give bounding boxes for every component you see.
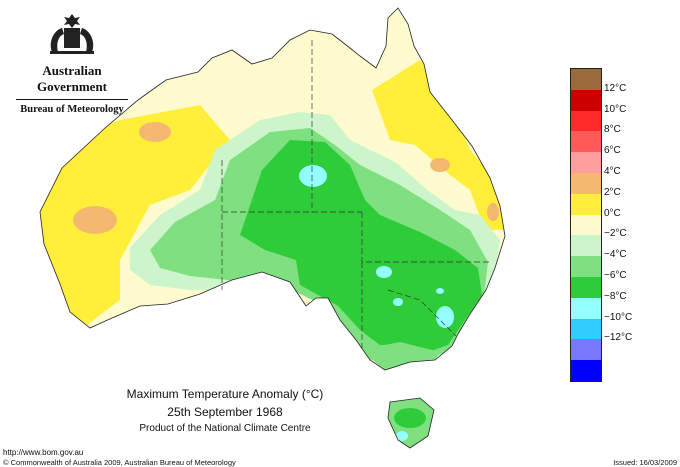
legend-swatch (571, 318, 601, 340)
legend-swatch (571, 110, 601, 132)
legend-label: −2°C (604, 228, 627, 240)
logo-divider (16, 99, 128, 100)
legend-swatch (571, 173, 601, 194)
legend-label: −10°C (604, 311, 633, 323)
map-title: Maximum Temperature Anomaly (°C) (126, 387, 324, 401)
legend-label: 4°C (604, 166, 621, 177)
legend-swatch (571, 193, 601, 215)
footer: © Commonwealth of Australia 2009, Austra… (0, 458, 680, 467)
legend-label: 0°C (604, 207, 621, 219)
website-link[interactable]: http://www.bom.gov.au (3, 448, 84, 457)
legend-swatch (571, 152, 601, 173)
government-logo: Australian Government Bureau of Meteorol… (8, 12, 136, 115)
legend-label: 8°C (604, 124, 621, 136)
issued-date: Issued: 16/03/2009 (613, 458, 677, 467)
legend-swatch (571, 297, 601, 319)
map-product: Product of the National Climate Centre (139, 423, 311, 434)
legend-label: −6°C (604, 270, 627, 281)
legend-label: 12°C (604, 82, 627, 94)
legend-swatch (571, 339, 601, 361)
legend-label: 10°C (604, 103, 627, 115)
legend-swatch (571, 256, 601, 277)
coat-of-arms-icon (50, 14, 94, 54)
copyright-text: © Commonwealth of Australia 2009, Austra… (3, 458, 236, 467)
map-date: 25th September 1968 (167, 405, 283, 419)
legend-swatch (571, 277, 601, 298)
legend-label: 6°C (604, 145, 621, 157)
legend-label: −8°C (604, 290, 627, 302)
legend-swatch (571, 360, 601, 381)
colour-legend (570, 68, 602, 382)
legend-swatch (571, 89, 601, 111)
coastline (39, 7, 506, 449)
legend-label: −4°C (604, 249, 627, 261)
bureau-name: Bureau of Meteorology (20, 104, 124, 115)
legend-swatch (571, 214, 601, 236)
legend-label: 2°C (604, 186, 621, 198)
state-borders (221, 40, 490, 352)
legend-swatch (571, 235, 601, 257)
government-name: Australian Government (36, 63, 108, 94)
legend-swatch (571, 69, 601, 90)
legend-label: −12°C (604, 332, 633, 344)
legend-swatch (571, 131, 601, 153)
